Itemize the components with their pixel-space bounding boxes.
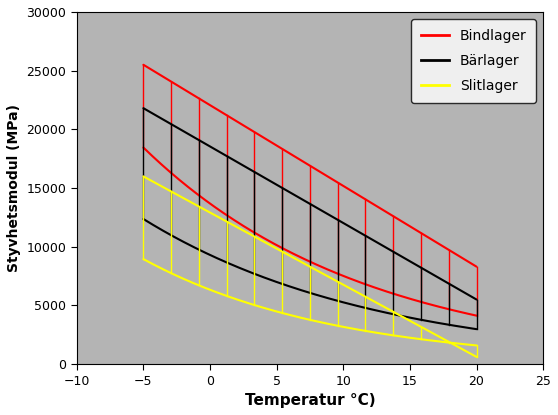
Y-axis label: Styvhetsmodul (MPa): Styvhetsmodul (MPa): [7, 104, 21, 272]
Legend: Bindlager, Bärlager, Slitlager: Bindlager, Bärlager, Slitlager: [411, 19, 536, 103]
X-axis label: Temperatur °C): Temperatur °C): [244, 393, 376, 408]
